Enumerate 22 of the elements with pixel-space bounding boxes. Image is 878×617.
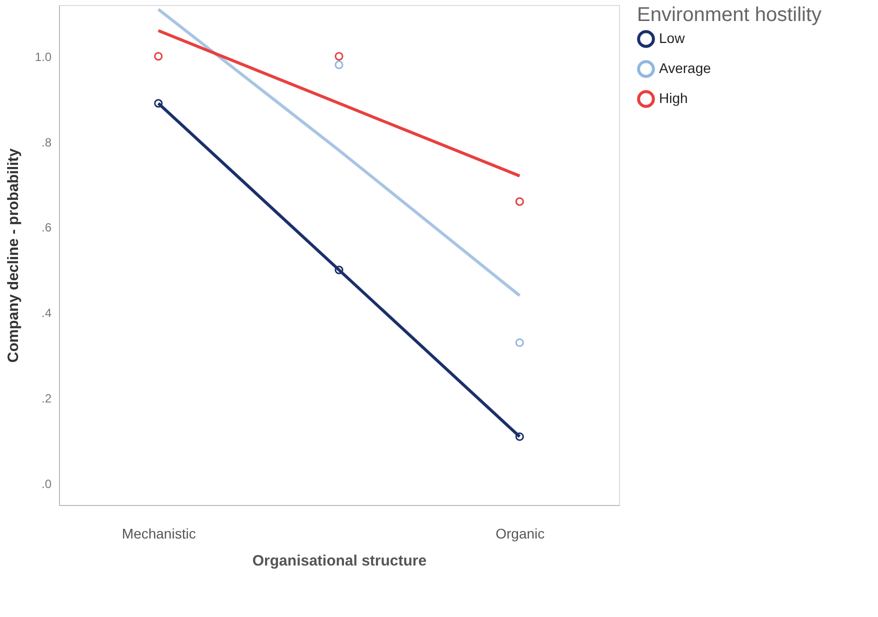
legend-title: Environment hostility [637, 4, 822, 26]
point [334, 266, 344, 274]
point [515, 338, 524, 347]
y-tick-label: .0 [41, 477, 52, 492]
x-tick-label: Organic [496, 526, 545, 542]
point [154, 52, 163, 61]
point [515, 432, 524, 441]
legend-label: Average [659, 60, 712, 76]
point [334, 60, 344, 70]
point [334, 52, 344, 61]
y-tick-label: 1.0 [34, 50, 52, 64]
legend-label: High [659, 90, 688, 106]
y-tick-label: .2 [41, 392, 52, 406]
y-tick-label: .8 [41, 135, 52, 150]
y-tick-label: .6 [41, 220, 52, 235]
y-tick-label: .4 [41, 306, 52, 320]
legend-label: Low [659, 30, 686, 46]
x-tick-label: Mechanistic [122, 526, 196, 542]
point [154, 99, 163, 108]
point [515, 197, 524, 206]
x-axis-title: Organisational structure [252, 552, 427, 570]
y-axis-title: Company decline - probability [4, 148, 22, 363]
